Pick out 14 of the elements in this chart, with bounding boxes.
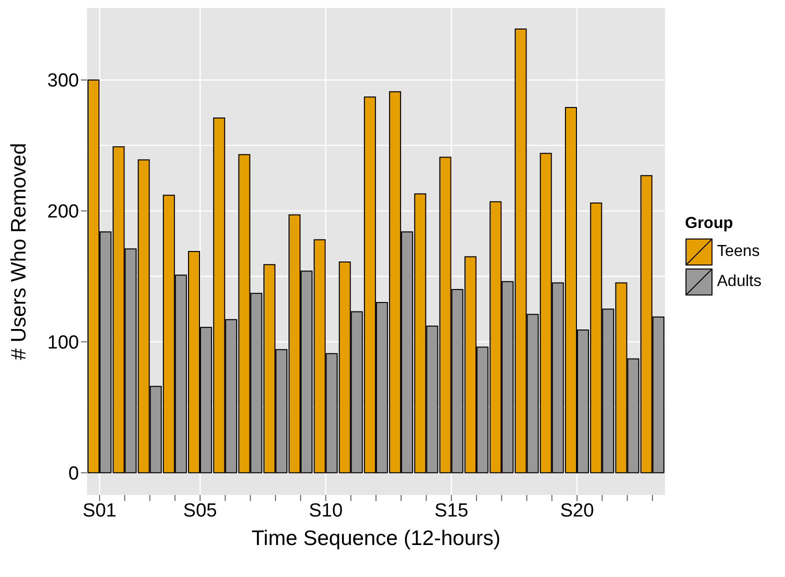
x-tick-label: S10 xyxy=(308,500,343,522)
y-tick-label: 200 xyxy=(47,202,79,223)
y-axis-title: # Users Who Removed xyxy=(7,142,30,360)
legend-title: Group xyxy=(685,215,734,233)
x-tick-label: S05 xyxy=(183,500,217,522)
legend-label: Teens xyxy=(717,243,760,261)
x-axis-title: Time Sequence (12-hours) xyxy=(251,527,501,550)
y-tick-label: 300 xyxy=(47,70,79,92)
y-tick-label: 0 xyxy=(68,463,79,484)
legend-label: Adults xyxy=(717,273,762,291)
y-tick-label: 100 xyxy=(47,332,79,354)
x-tick-label: S20 xyxy=(560,500,594,522)
x-tick-label: S01 xyxy=(82,500,116,522)
x-tick-label: S15 xyxy=(434,500,468,522)
